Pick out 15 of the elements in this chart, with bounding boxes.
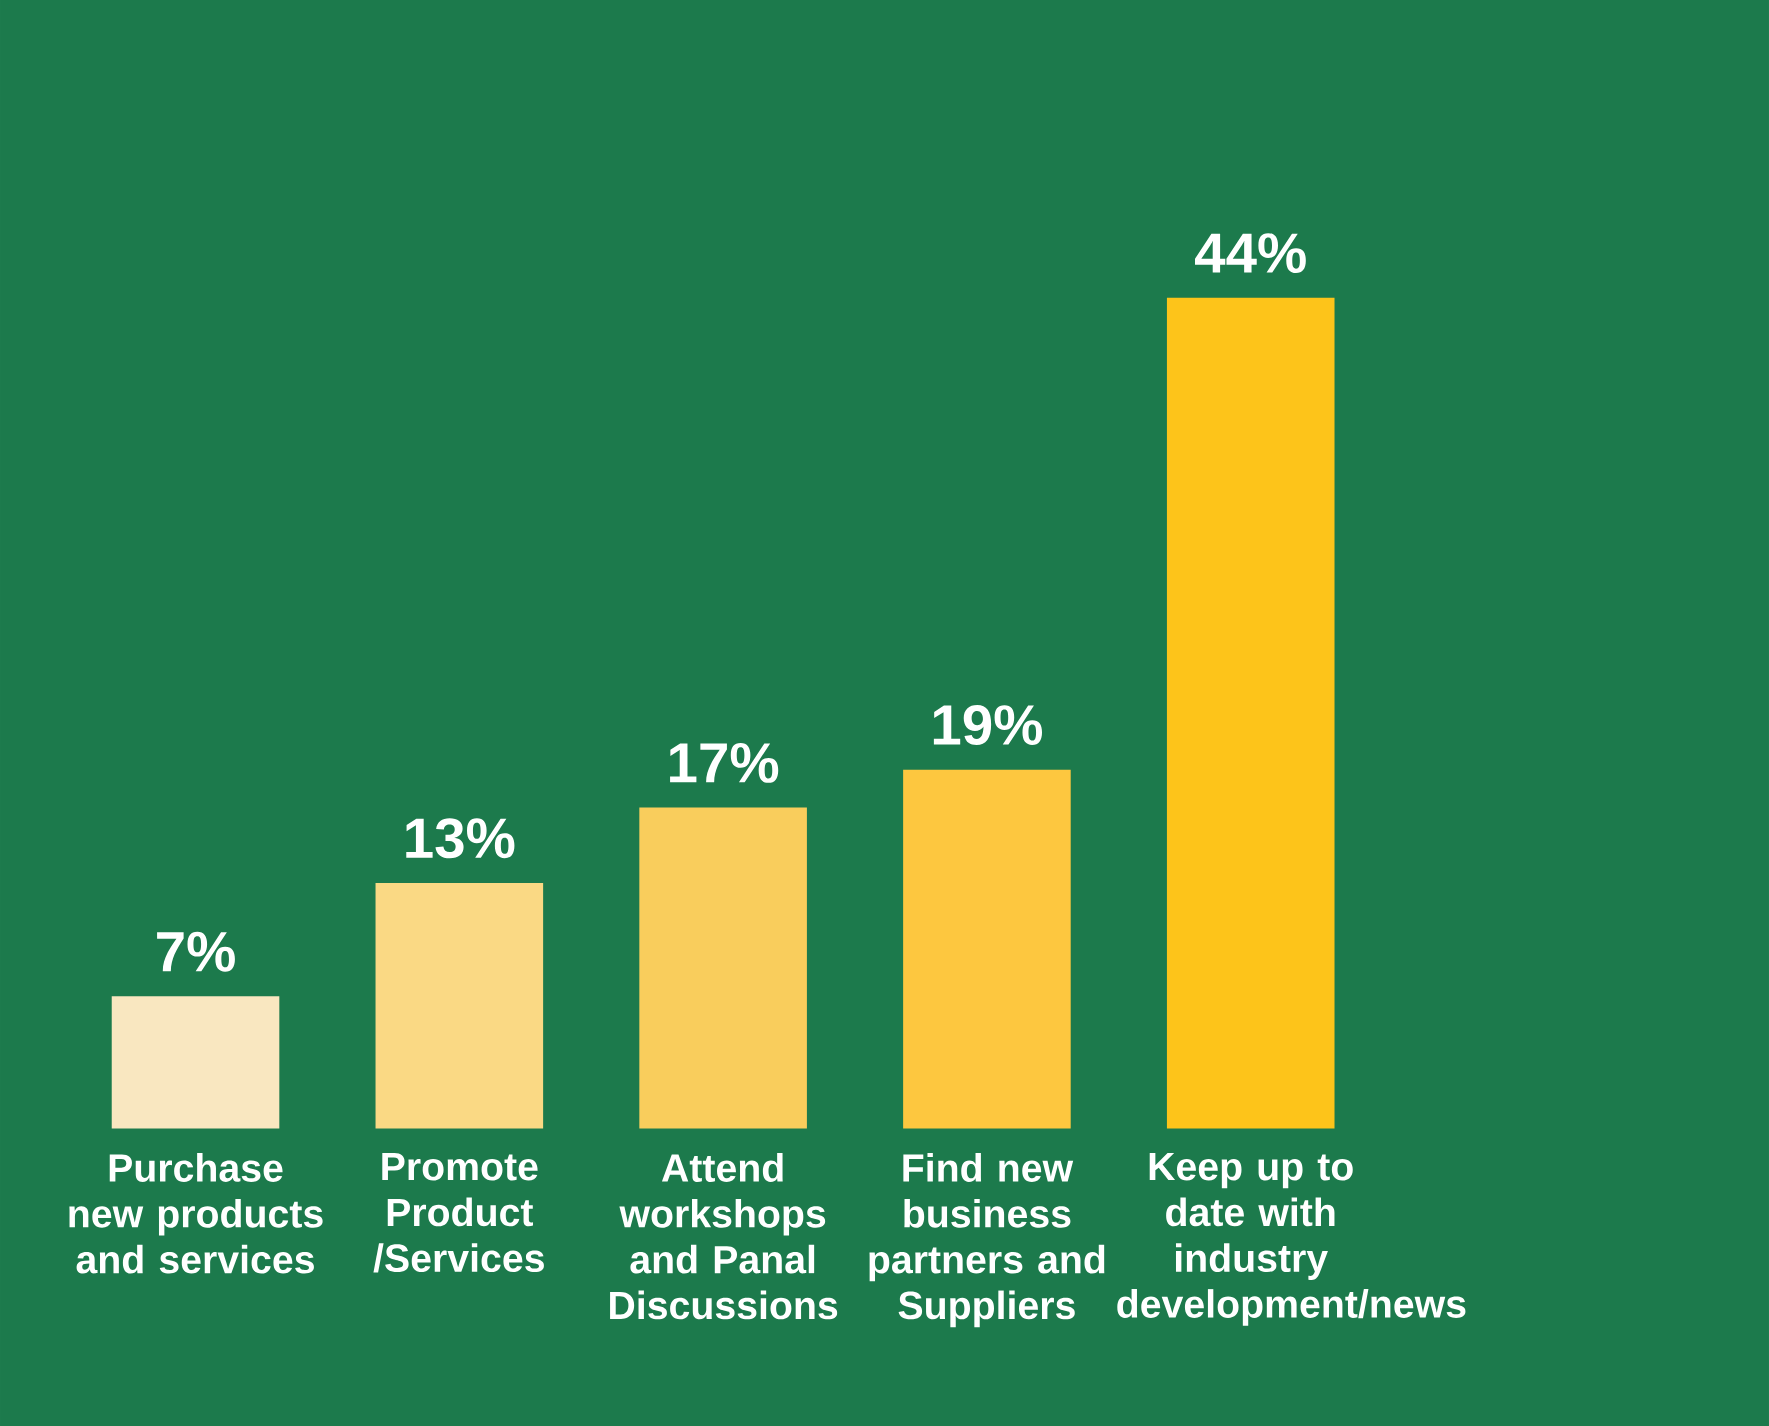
x-tick-label: Purchase new products and services	[69, 1152, 323, 1274]
data-label: 17%	[670, 742, 779, 783]
x-tick-label: Find new business partners and Suppliers	[869, 1152, 1105, 1327]
data-label: 13%	[406, 818, 515, 859]
x-tick-label: Promote Product /Services	[373, 1152, 544, 1273]
data-label: 44%	[1195, 233, 1306, 273]
bar	[111, 996, 280, 1129]
x-tick-label: Keep up to date with industry development/news	[1117, 1152, 1466, 1326]
bar	[375, 882, 544, 1129]
data-label: 19%	[933, 704, 1043, 745]
data-label: 7%	[157, 931, 235, 972]
x-tick-label: Attend workshops and Panal Discussions	[610, 1152, 838, 1320]
bar	[639, 807, 807, 1129]
bar	[1166, 297, 1335, 1129]
bar	[903, 769, 1071, 1129]
